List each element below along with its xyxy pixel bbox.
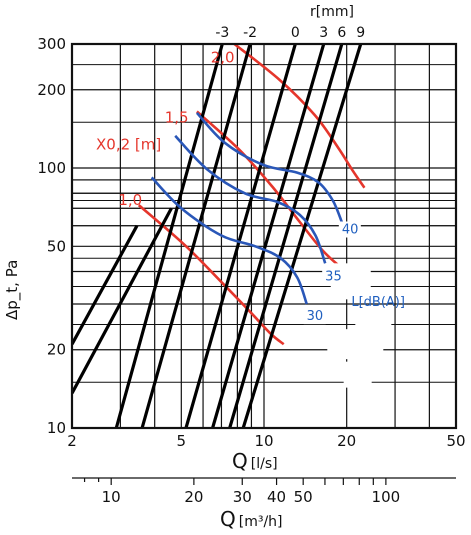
top-tick-label: 9 <box>356 25 365 41</box>
x-tick-label: 5 <box>177 432 187 450</box>
red-curve-label-1-0: 1,0 <box>118 191 142 209</box>
blue-label-bg <box>338 221 361 238</box>
secondary-x-axis: 10 20 30 40 50 100 <box>72 477 456 506</box>
black-line-r-unlabeled <box>72 224 139 345</box>
plot-frame <box>70 42 458 430</box>
x-tick-label: 2 <box>67 432 77 450</box>
black-line-r-9 <box>241 44 363 428</box>
red-curve-label-2-0: 2,0 <box>211 48 235 66</box>
blue-label-bg <box>303 308 326 325</box>
blue-series-label: L[dB(A)] <box>351 295 405 310</box>
top-tick-label: -2 <box>243 25 257 41</box>
label-mask <box>343 361 372 388</box>
blue-label-bg <box>322 268 345 285</box>
top-tick-label: 0 <box>291 25 300 41</box>
secondary-tick-label: 10 <box>102 488 121 506</box>
x-tick-labels: 2 5 10 20 50 <box>67 432 465 450</box>
blue-curve-label-35: 35 <box>325 269 342 284</box>
black-line-r--3 <box>114 44 224 428</box>
black-line-r-6 <box>228 44 344 428</box>
secondary-tick-label: 50 <box>294 488 313 506</box>
y-axis-title: Δp_t, Pa <box>3 260 22 320</box>
blue-curve-label-40: 40 <box>342 222 359 237</box>
secondary-tick-label: 20 <box>184 488 203 506</box>
blue-curves <box>150 112 344 305</box>
red-series-label: X0,2 [m] <box>96 135 161 153</box>
x-tick-label: 10 <box>254 432 273 450</box>
top-tick-label: 6 <box>337 25 346 41</box>
red-curve-2-0 <box>233 42 366 189</box>
secondary-tick-label: 40 <box>267 488 286 506</box>
top-tick-label: 3 <box>319 25 328 41</box>
black-lines <box>72 44 363 428</box>
top-axis-title: r[mm] <box>310 4 354 20</box>
y-tick-label: 20 <box>47 341 66 359</box>
x-axis-title: Q [l/s] <box>232 449 278 473</box>
top-tick-label: -3 <box>215 25 229 41</box>
secondary-x-axis-unit: [m³/h] <box>239 514 283 530</box>
label-mask <box>327 329 384 360</box>
y-tick-label: 10 <box>47 419 66 437</box>
black-line-r--2 <box>140 44 252 428</box>
y-tick-label: 300 <box>37 35 66 53</box>
y-tick-labels: 10 20 50 100 200 300 <box>37 35 66 437</box>
blue-curve-30 <box>150 176 308 305</box>
y-tick-label: 100 <box>37 159 66 177</box>
red-curve-label-1-5: 1,5 <box>165 108 189 126</box>
blue-curve-35 <box>174 134 327 264</box>
y-tick-label: 50 <box>47 237 66 255</box>
x-axis-unit: [l/s] <box>251 456 278 472</box>
secondary-x-axis-letter: Q <box>220 507 236 531</box>
blue-curve-40 <box>195 112 344 223</box>
x-tick-label: 20 <box>337 432 356 450</box>
black-line-r-0 <box>184 44 297 428</box>
black-line-r-unlabeled <box>72 207 173 395</box>
x-tick-label: 50 <box>446 432 465 450</box>
secondary-x-axis-title: Q [m³/h] <box>220 507 283 531</box>
top-tick-labels: -3 -2 0 3 6 9 <box>215 25 365 41</box>
series-labels: 2,0 1,5 1,0 X0,2 [m] 40 35 30 L[dB(A)] <box>96 48 405 325</box>
secondary-tick-label: 30 <box>233 488 252 506</box>
black-line-r-3 <box>211 44 326 428</box>
x-axis-title-letter: Q <box>232 449 248 473</box>
blue-curve-label-30: 30 <box>307 309 324 324</box>
y-tick-label: 200 <box>37 81 66 99</box>
secondary-tick-label: 100 <box>372 488 401 506</box>
